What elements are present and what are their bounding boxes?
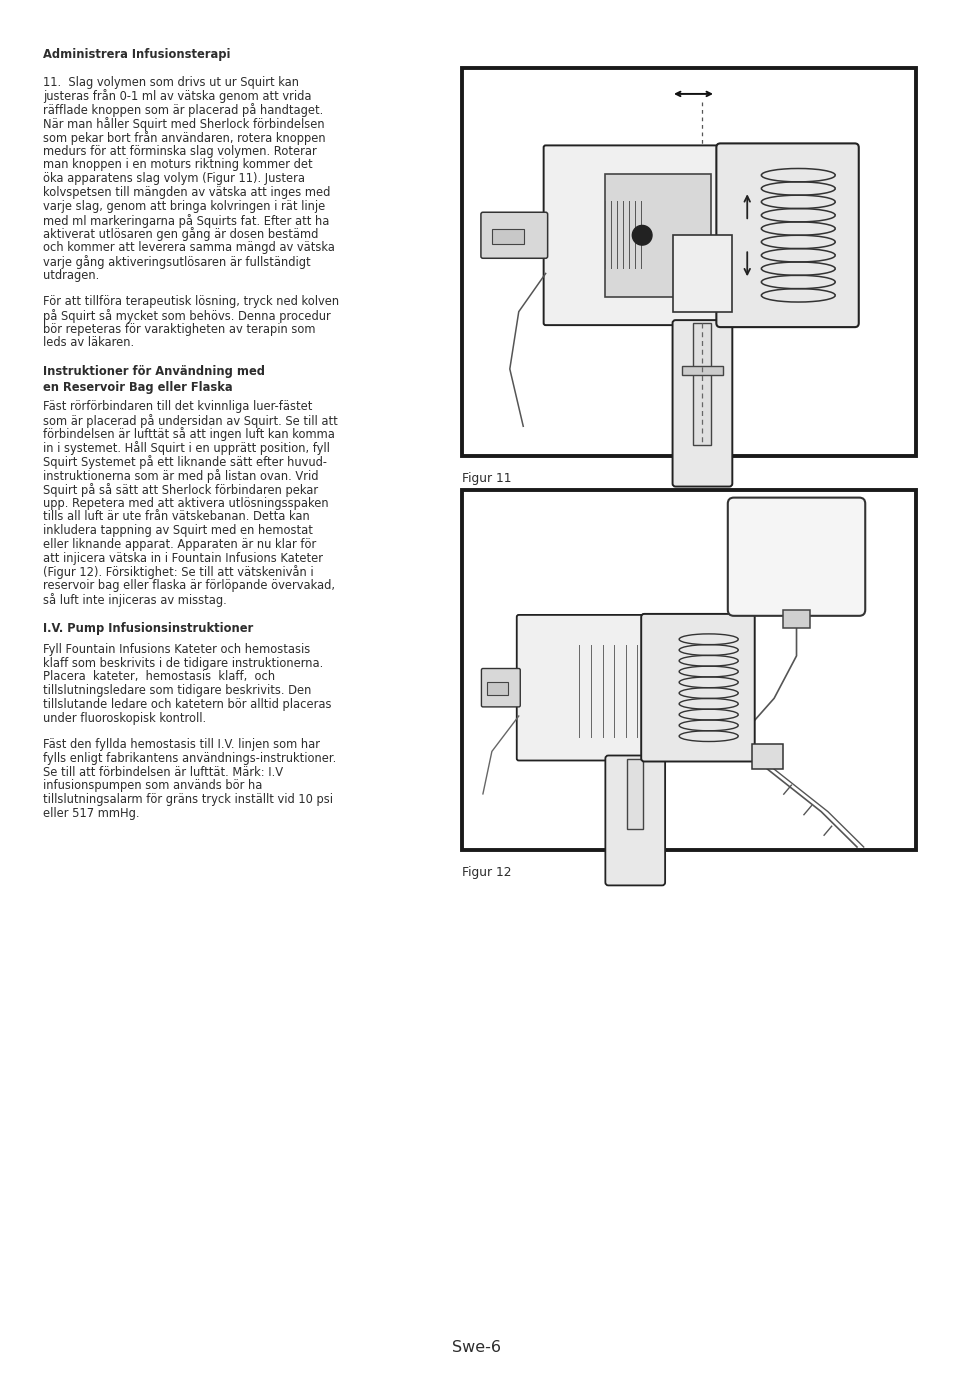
Text: att injicera vätska in i Fountain Infusions Kateter: att injicera vätska in i Fountain Infusi… (43, 551, 323, 565)
Bar (461, 490, 915, 849)
Text: eller 517 mmHg.: eller 517 mmHg. (43, 806, 139, 820)
Text: medurs för att förminska slag volymen. Roterar: medurs för att förminska slag volymen. R… (43, 144, 316, 158)
Circle shape (632, 225, 651, 246)
Bar (627, 758, 642, 829)
Text: tillslutande ledare och katetern bör alltid placeras: tillslutande ledare och katetern bör all… (43, 698, 331, 711)
Text: öka apparatens slag volym (Figur 11). Justera: öka apparatens slag volym (Figur 11). Ju… (43, 172, 305, 185)
Text: Squirt på så sätt att Sherlock förbindaren pekar: Squirt på så sätt att Sherlock förbindar… (43, 483, 317, 497)
Text: tills all luft är ute från vätskebanan. Detta kan: tills all luft är ute från vätskebanan. … (43, 511, 310, 523)
Text: förbindelsen är lufttät så att ingen luft kan komma: förbindelsen är lufttät så att ingen luf… (43, 428, 335, 441)
Text: eller liknande apparat. Apparaten är nu klar för: eller liknande apparat. Apparaten är nu … (43, 539, 315, 551)
Text: tillslutningsalarm för gräns tryck inställt vid 10 psi: tillslutningsalarm för gräns tryck instä… (43, 793, 333, 806)
Bar (681, 366, 721, 376)
Text: bör repeteras för varaktigheten av terapin som: bör repeteras för varaktigheten av terap… (43, 322, 315, 336)
Text: under fluoroskopisk kontroll.: under fluoroskopisk kontroll. (43, 712, 206, 725)
Text: Squirt Systemet på ett liknande sätt efter huvud-: Squirt Systemet på ett liknande sätt eft… (43, 455, 327, 469)
FancyBboxPatch shape (672, 321, 732, 487)
Bar (604, 174, 710, 297)
Text: infusionspumpen som används bör ha: infusionspumpen som används bör ha (43, 780, 262, 793)
FancyBboxPatch shape (716, 143, 858, 328)
Text: aktiverat utlösaren gen gång är dosen bestämd: aktiverat utlösaren gen gång är dosen be… (43, 228, 318, 242)
Text: Placera  kateter,  hemostasis  klaff,  och: Placera kateter, hemostasis klaff, och (43, 670, 274, 683)
FancyBboxPatch shape (517, 615, 655, 761)
Text: Figur 12: Figur 12 (461, 866, 511, 879)
Text: in i systemet. Håll Squirt i en upprätt position, fyll: in i systemet. Håll Squirt i en upprätt … (43, 441, 330, 455)
Bar (486, 682, 508, 695)
Text: När man håller Squirt med Sherlock förbindelsen: När man håller Squirt med Sherlock förbi… (43, 117, 324, 130)
Text: en Reservoir Bag eller Flaska: en Reservoir Bag eller Flaska (43, 380, 233, 394)
Text: som är placerad på undersidan av Squirt. Se till att: som är placerad på undersidan av Squirt.… (43, 414, 337, 428)
Text: Se till att förbindelsen är lufttät. Märk: I.V: Se till att förbindelsen är lufttät. Mär… (43, 766, 283, 779)
Text: upp. Repetera med att aktivera utlösningsspaken: upp. Repetera med att aktivera utlösning… (43, 497, 328, 509)
Text: Fäst rörförbindaren till det kvinnliga luer-fästet: Fäst rörförbindaren till det kvinnliga l… (43, 400, 312, 412)
Text: Figur 11: Figur 11 (461, 472, 511, 484)
Text: Instruktioner för Användning med: Instruktioner för Användning med (43, 365, 265, 379)
Bar (751, 744, 782, 769)
Bar (461, 68, 915, 457)
Bar (492, 229, 523, 244)
Text: leds av läkaren.: leds av läkaren. (43, 336, 134, 350)
Text: så luft inte injiceras av misstag.: så luft inte injiceras av misstag. (43, 593, 227, 607)
Bar (673, 235, 731, 312)
FancyBboxPatch shape (727, 498, 864, 616)
Text: (Figur 12). Försiktighet: Se till att vätskenivån i: (Figur 12). Försiktighet: Se till att vä… (43, 565, 314, 579)
Text: Swe-6: Swe-6 (452, 1339, 501, 1355)
Text: varje gång aktiveringsutlösaren är fullständigt: varje gång aktiveringsutlösaren är fulls… (43, 255, 311, 269)
Text: utdragen.: utdragen. (43, 269, 99, 282)
Text: Fyll Fountain Infusions Kateter och hemostasis: Fyll Fountain Infusions Kateter och hemo… (43, 643, 310, 655)
Text: räfflade knoppen som är placerad på handtaget.: räfflade knoppen som är placerad på hand… (43, 103, 323, 117)
Text: klaff som beskrivits i de tidigare instruktionerna.: klaff som beskrivits i de tidigare instr… (43, 657, 323, 669)
Text: För att tillföra terapeutisk lösning, tryck ned kolven: För att tillföra terapeutisk lösning, tr… (43, 296, 338, 308)
FancyBboxPatch shape (481, 669, 519, 706)
FancyBboxPatch shape (543, 146, 717, 325)
Text: med ml markeringarna på Squirts fat. Efter att ha: med ml markeringarna på Squirts fat. Eft… (43, 214, 329, 228)
Text: justeras från 0-1 ml av vätska genom att vrida: justeras från 0-1 ml av vätska genom att… (43, 89, 312, 103)
Text: inkludera tappning av Squirt med en hemostat: inkludera tappning av Squirt med en hemo… (43, 525, 313, 537)
FancyBboxPatch shape (480, 212, 547, 258)
Bar (693, 323, 711, 446)
FancyBboxPatch shape (605, 755, 664, 886)
Text: Fäst den fyllda hemostasis till I.V. linjen som har: Fäst den fyllda hemostasis till I.V. lin… (43, 738, 319, 751)
Text: på Squirt så mycket som behövs. Denna procedur: på Squirt så mycket som behövs. Denna pr… (43, 308, 331, 323)
Text: man knoppen i en moturs riktning kommer det: man knoppen i en moturs riktning kommer … (43, 158, 313, 171)
Text: instruktionerna som är med på listan ovan. Vrid: instruktionerna som är med på listan ova… (43, 469, 318, 483)
Text: tillslutningsledare som tidigare beskrivits. Den: tillslutningsledare som tidigare beskriv… (43, 684, 311, 697)
Text: Administrera Infusionsterapi: Administrera Infusionsterapi (43, 49, 231, 61)
Text: varje slag, genom att bringa kolvringen i rät linje: varje slag, genom att bringa kolvringen … (43, 200, 325, 212)
FancyBboxPatch shape (640, 613, 754, 762)
Text: som pekar bort från användaren, rotera knoppen: som pekar bort från användaren, rotera k… (43, 130, 325, 144)
Text: reservoir bag eller flaska är förlöpande övervakad,: reservoir bag eller flaska är förlöpande… (43, 579, 335, 593)
Text: kolvspetsen till mängden av vätska att inges med: kolvspetsen till mängden av vätska att i… (43, 186, 330, 198)
Text: 11.  Slag volymen som drivs ut ur Squirt kan: 11. Slag volymen som drivs ut ur Squirt … (43, 75, 298, 89)
Bar (782, 609, 809, 627)
Bar (545, 147, 715, 323)
Text: fylls enligt fabrikantens användnings-instruktioner.: fylls enligt fabrikantens användnings-in… (43, 752, 335, 765)
Text: och kommer att leverera samma mängd av vätska: och kommer att leverera samma mängd av v… (43, 242, 335, 254)
Text: I.V. Pump Infusionsinstruktioner: I.V. Pump Infusionsinstruktioner (43, 622, 253, 636)
